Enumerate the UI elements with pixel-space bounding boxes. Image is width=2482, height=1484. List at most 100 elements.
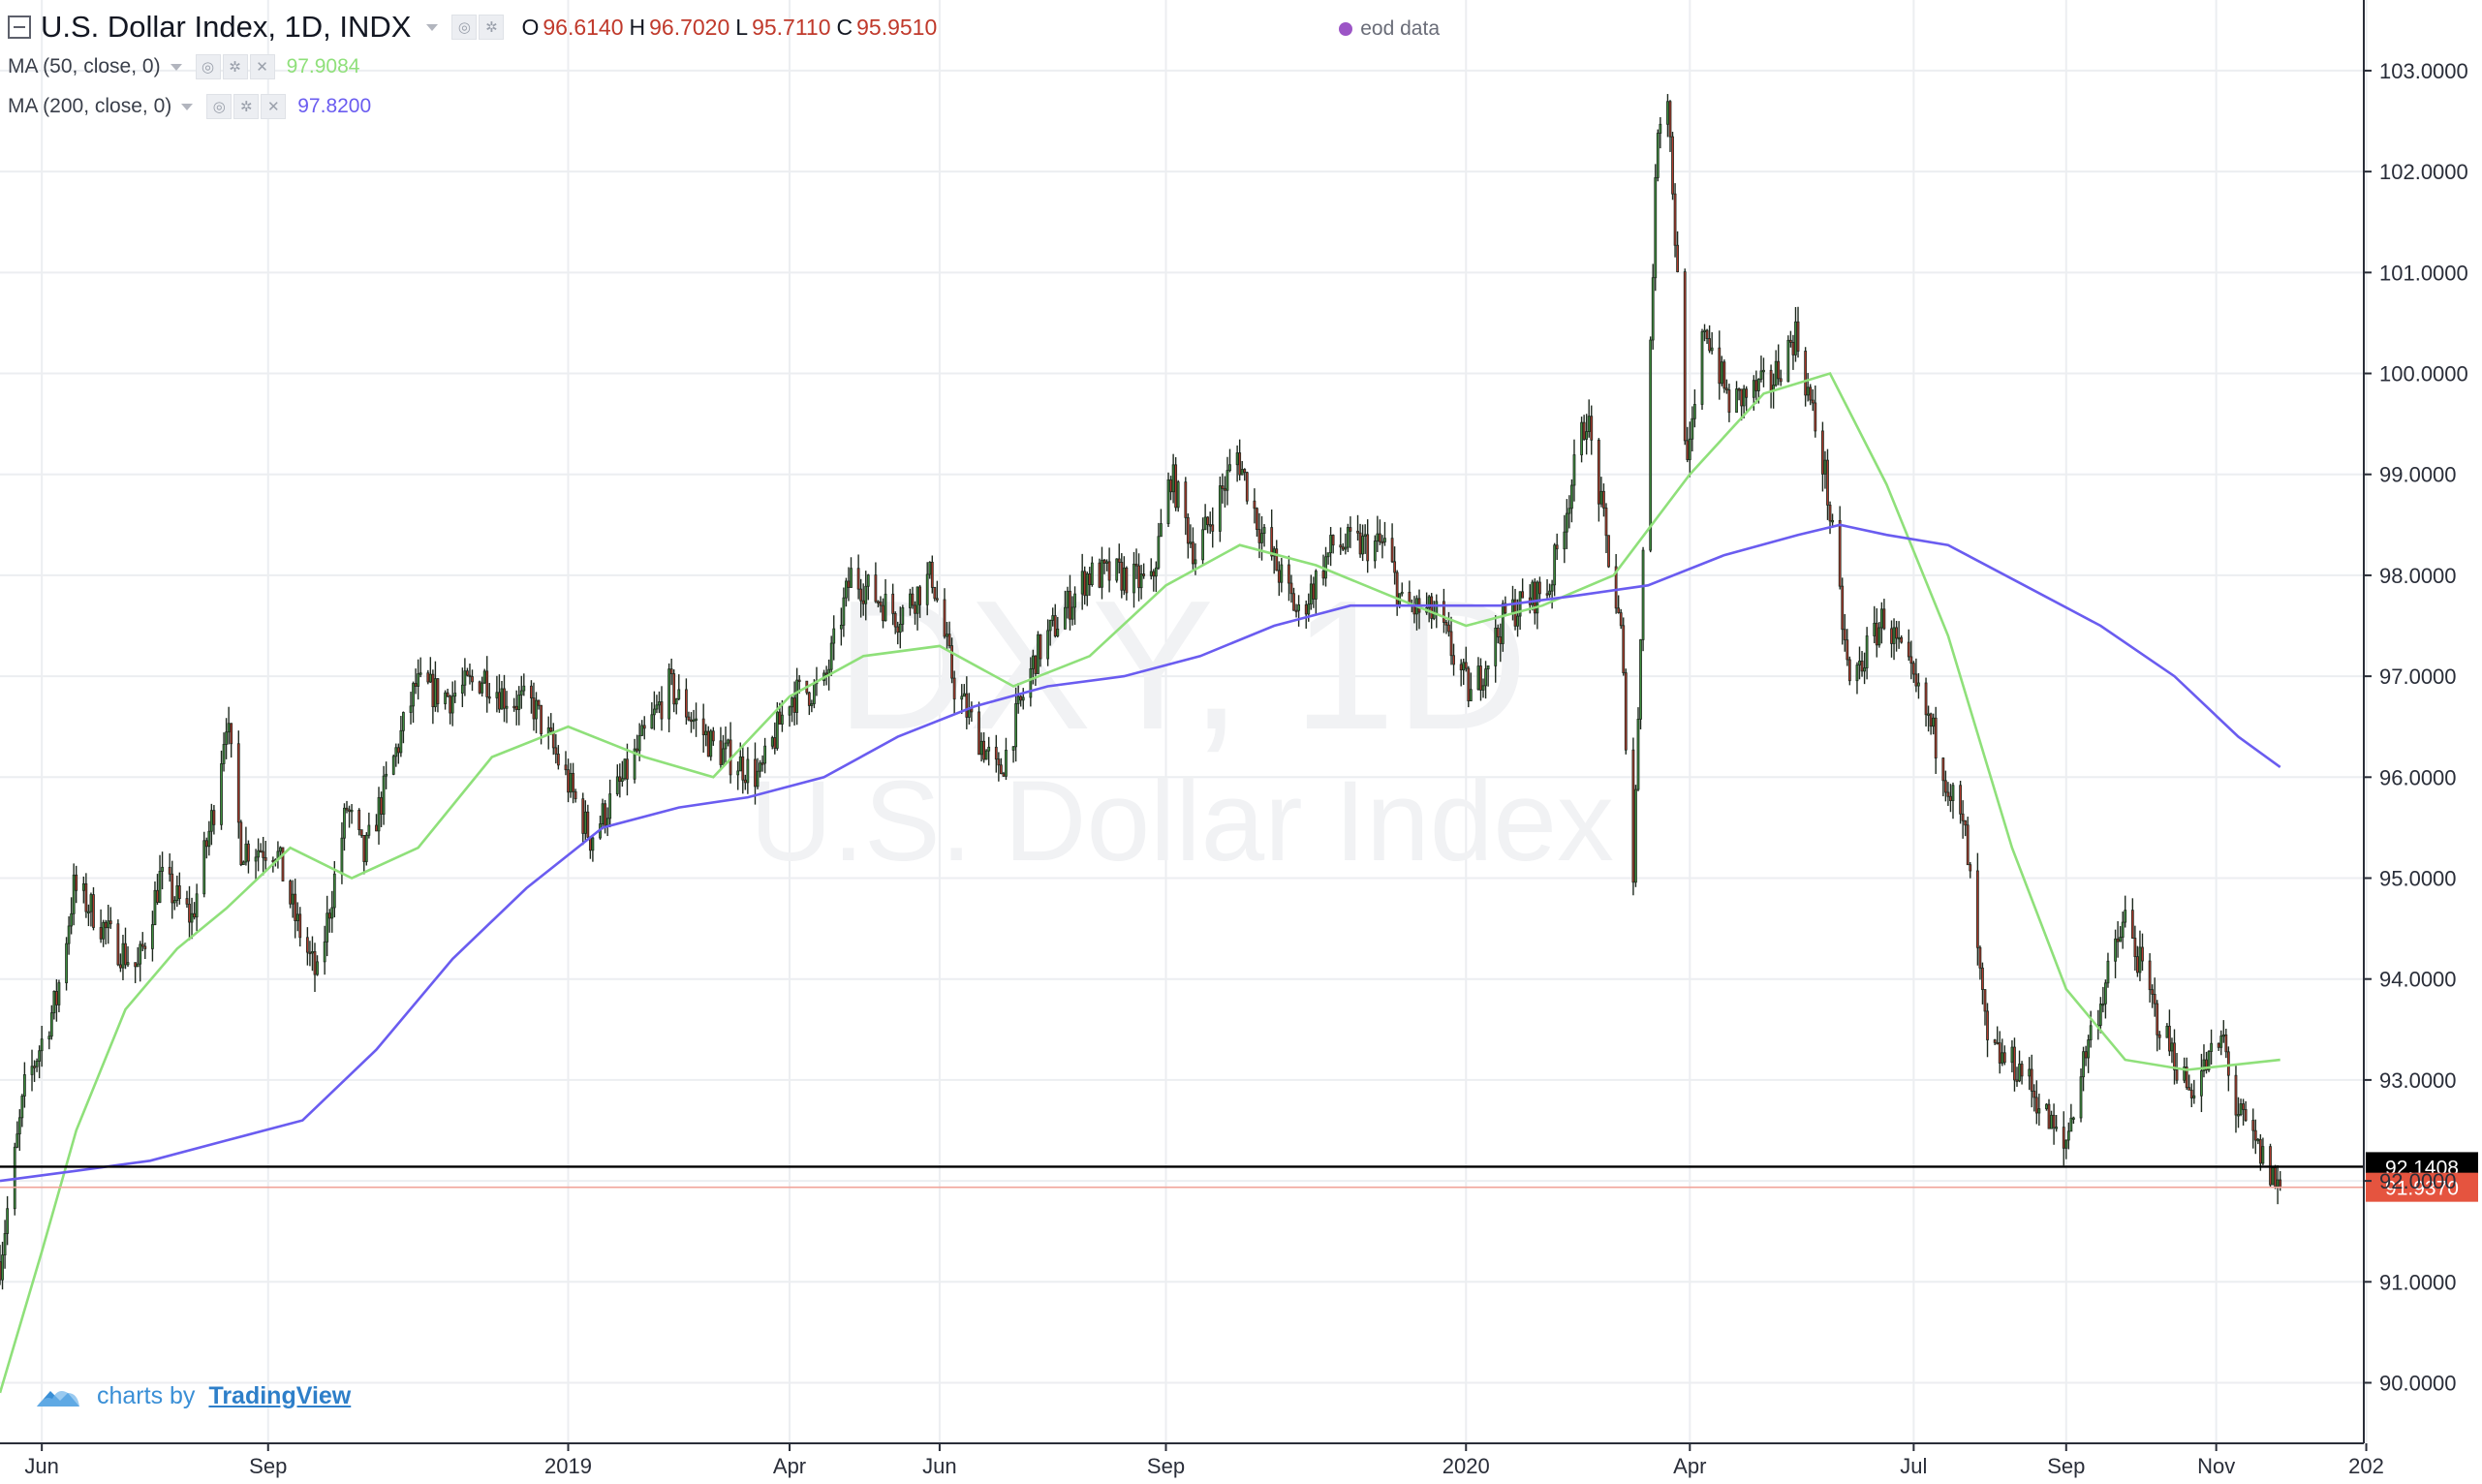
- candle: [323, 925, 326, 975]
- candle: [412, 681, 415, 724]
- close-icon[interactable]: ✕: [261, 94, 287, 119]
- candle: [1941, 757, 1945, 797]
- candle: [434, 661, 437, 712]
- candle: [987, 736, 991, 766]
- ma200-label[interactable]: MA (200, close, 0): [8, 95, 172, 117]
- candle: [1381, 535, 1384, 559]
- visibility-icon[interactable]: ◎: [451, 15, 478, 40]
- candle: [947, 621, 951, 649]
- visibility-icon[interactable]: ◎: [206, 94, 233, 119]
- candle: [1998, 1031, 2001, 1074]
- candle: [514, 690, 518, 726]
- candle: [1631, 737, 1635, 896]
- candle: [1105, 559, 1108, 572]
- candle: [1373, 535, 1377, 569]
- candle: [839, 607, 843, 646]
- candle: [65, 937, 68, 991]
- tradingview-branding[interactable]: charts by TradingView: [33, 1381, 351, 1410]
- candle: [1400, 582, 1404, 597]
- candle: [1459, 659, 1463, 687]
- candle: [1722, 359, 1726, 393]
- candle: [291, 880, 295, 918]
- candle: [1585, 414, 1589, 455]
- candle: [1614, 553, 1618, 614]
- candle: [151, 911, 154, 962]
- candle: [1727, 384, 1731, 422]
- visibility-icon[interactable]: ◎: [195, 54, 221, 79]
- candle: [172, 896, 176, 911]
- candle: [2253, 1119, 2257, 1155]
- high-key: H: [629, 14, 646, 40]
- candle: [385, 761, 388, 789]
- candle: [1157, 522, 1161, 571]
- candle: [1312, 576, 1316, 608]
- candle: [2087, 1035, 2091, 1073]
- candle: [1176, 479, 1180, 512]
- candle: [2189, 1083, 2193, 1108]
- candle: [763, 737, 767, 774]
- y-tick-label: 99.0000: [2379, 463, 2457, 487]
- candle: [471, 669, 474, 692]
- candle: [276, 841, 280, 869]
- gear-icon[interactable]: ✲: [479, 15, 505, 40]
- candle: [124, 927, 127, 970]
- candle: [343, 803, 346, 851]
- candle: [67, 915, 71, 955]
- chevron-down-icon[interactable]: [170, 63, 182, 71]
- candle: [1964, 819, 1968, 837]
- candle: [1390, 523, 1394, 564]
- candle: [1192, 527, 1194, 572]
- candle: [586, 804, 590, 840]
- candle: [1789, 330, 1792, 348]
- candle: [706, 726, 710, 757]
- candle: [478, 680, 481, 695]
- candle: [773, 722, 777, 755]
- candle: [81, 876, 85, 904]
- candle: [109, 907, 112, 929]
- collapse-icon[interactable]: [8, 15, 31, 39]
- candle: [1863, 652, 1866, 685]
- tradingview-link[interactable]: TradingView: [208, 1381, 352, 1409]
- y-tick-label: 93.0000: [2379, 1068, 2457, 1093]
- ma200-row: MA (200, close, 0) ◎ ✲ ✕ 97.8200: [8, 94, 379, 119]
- candle: [711, 727, 715, 746]
- gear-icon[interactable]: ✲: [222, 54, 248, 79]
- candles-layer: [0, 94, 2282, 1290]
- candle: [1228, 448, 1231, 473]
- candle: [2202, 1044, 2206, 1078]
- candle: [377, 787, 381, 845]
- candle: [121, 935, 125, 980]
- candle: [350, 804, 354, 824]
- candle: [519, 675, 523, 709]
- chevron-down-icon[interactable]: [181, 103, 194, 110]
- candle: [1959, 780, 1963, 824]
- candle: [2098, 997, 2102, 1034]
- candle: [177, 872, 181, 905]
- candle: [1225, 456, 1229, 506]
- candle: [399, 716, 403, 757]
- candle: [1132, 551, 1135, 608]
- gear-icon[interactable]: ✲: [233, 94, 260, 119]
- candle: [1149, 558, 1153, 580]
- candle: [522, 673, 526, 696]
- candle: [1098, 558, 1101, 589]
- close-icon[interactable]: ✕: [249, 54, 275, 79]
- candle: [1949, 784, 1952, 813]
- y-tick-label: 95.0000: [2379, 867, 2457, 891]
- candle: [1277, 561, 1281, 597]
- candle: [2032, 1084, 2036, 1112]
- open-key: O: [521, 14, 540, 40]
- candle: [1671, 132, 1674, 201]
- candle: [1804, 347, 1808, 407]
- candle: [487, 683, 491, 704]
- symbol-title[interactable]: U.S. Dollar Index, 1D, INDX: [41, 10, 412, 44]
- candle: [1607, 535, 1610, 569]
- candle: [2034, 1080, 2038, 1125]
- candle: [254, 849, 258, 880]
- candle: [1090, 556, 1094, 587]
- ma50-label[interactable]: MA (50, close, 0): [8, 55, 161, 77]
- chevron-down-icon[interactable]: [426, 23, 439, 31]
- candle: [394, 743, 398, 767]
- candle: [2071, 1116, 2075, 1125]
